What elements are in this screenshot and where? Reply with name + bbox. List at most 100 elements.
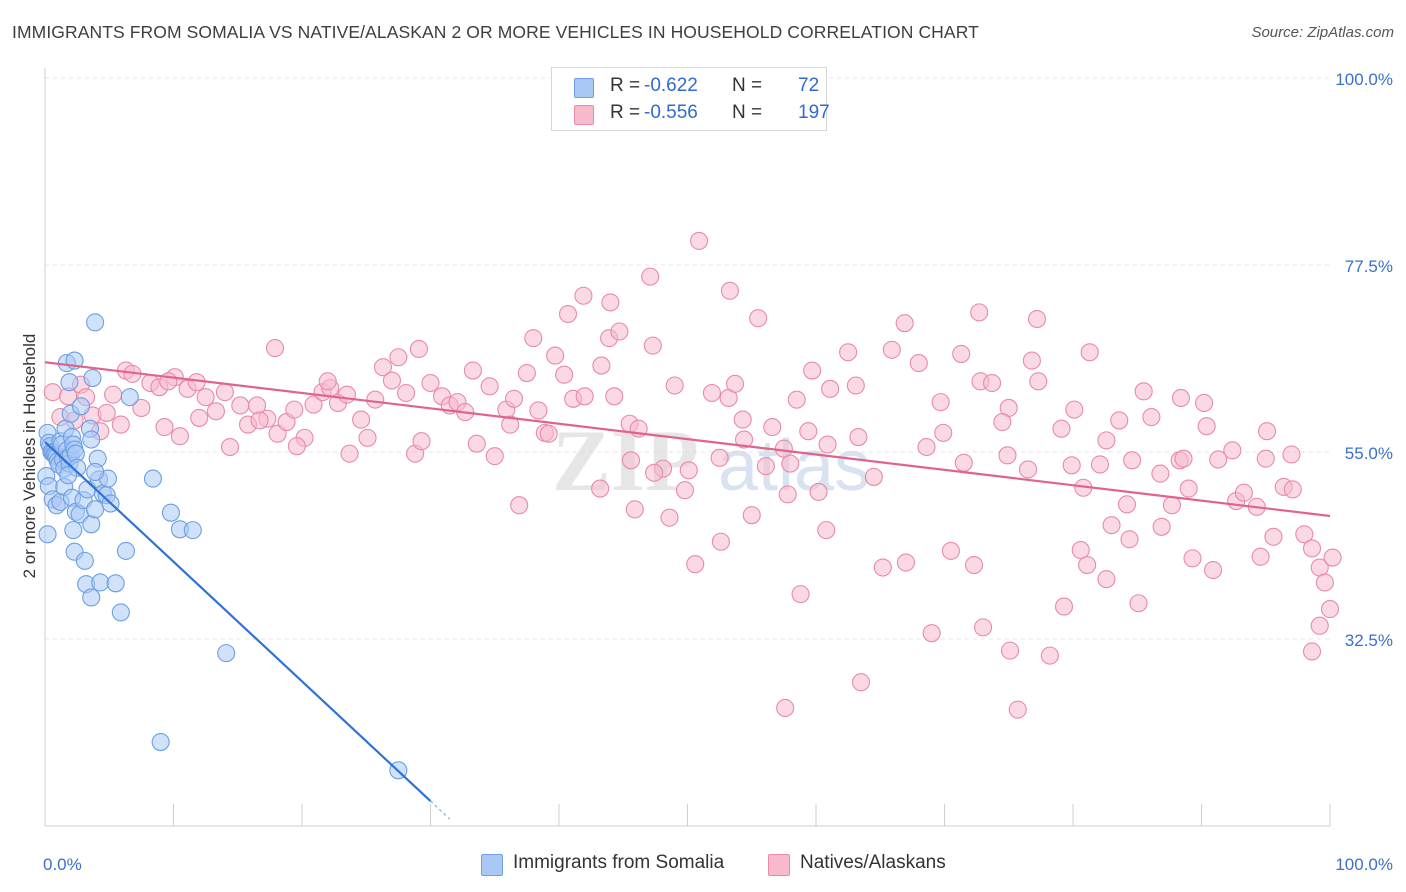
point-somalia (106, 574, 125, 593)
point-somalia (60, 373, 79, 392)
point-natives (1320, 600, 1340, 619)
point-somalia (75, 551, 94, 570)
point-natives (1151, 464, 1170, 483)
x-tick-label-max: 100.0% (1335, 855, 1393, 874)
point-natives (934, 423, 953, 442)
point-natives (373, 358, 393, 377)
point-somalia (82, 588, 101, 607)
point-natives (1251, 547, 1270, 566)
point-natives (558, 304, 578, 324)
point-natives (864, 467, 883, 486)
legend-r-value: -0.556 (644, 102, 698, 123)
point-natives (749, 309, 768, 328)
legend-swatch-somalia (574, 78, 594, 98)
point-natives (702, 383, 721, 403)
point-natives (1018, 460, 1038, 479)
point-natives (686, 555, 705, 574)
point-natives (725, 374, 745, 393)
point-natives (882, 340, 901, 359)
point-natives (954, 453, 973, 472)
point-natives (645, 463, 664, 482)
legend-n-label: N = (732, 75, 763, 96)
point-natives (1054, 597, 1074, 616)
point-natives (132, 398, 151, 418)
point-natives (1209, 450, 1228, 469)
legend-r-label: R = (610, 75, 641, 96)
point-natives (941, 541, 960, 560)
point-natives (539, 424, 558, 443)
point-natives (337, 385, 357, 404)
point-somalia (82, 430, 101, 449)
point-somalia (120, 388, 139, 407)
point-natives (1302, 642, 1322, 661)
point-natives (206, 402, 225, 421)
point-natives (710, 448, 729, 467)
point-natives (846, 376, 865, 395)
point-natives (952, 344, 971, 363)
point-natives (592, 356, 611, 375)
point-natives (1029, 372, 1048, 391)
point-natives (778, 485, 797, 504)
y-tick-label: 55.0% (1345, 444, 1393, 463)
point-natives (504, 389, 524, 408)
point-natives (756, 457, 775, 476)
point-somalia (143, 469, 162, 488)
point-somalia (217, 644, 236, 663)
point-natives (643, 336, 662, 355)
point-natives (803, 361, 822, 380)
trend-lines (44, 361, 1331, 820)
point-natives (809, 482, 828, 501)
point-natives (1183, 549, 1202, 568)
point-natives (849, 427, 868, 447)
trend-line-somalia (44, 441, 432, 802)
point-natives (231, 396, 250, 415)
point-natives (575, 387, 594, 406)
point-natives (215, 383, 234, 402)
point-natives (1257, 422, 1277, 441)
point-natives (524, 329, 543, 348)
point-natives (742, 506, 761, 525)
point-natives (973, 618, 993, 637)
point-natives (591, 479, 610, 498)
point-somalia (71, 397, 91, 416)
point-natives (382, 371, 402, 390)
point-natives (220, 437, 240, 457)
point-natives (250, 411, 269, 430)
point-natives (1117, 495, 1137, 514)
point-natives (720, 281, 739, 300)
tick-labels: 32.5% 55.0% 77.5% 100.0% 0.0% 100.0% (43, 70, 1393, 874)
point-natives (733, 410, 752, 429)
point-natives (1179, 479, 1198, 498)
point-natives (610, 322, 629, 341)
point-natives (409, 339, 428, 358)
point-somalia (59, 466, 78, 485)
point-somalia (111, 603, 130, 622)
legend-n-value: 197 (798, 102, 830, 123)
point-natives (605, 387, 624, 406)
point-natives (1197, 417, 1216, 436)
point-somalia (86, 462, 105, 481)
point-natives (931, 393, 950, 412)
point-natives (43, 383, 62, 402)
point-natives (734, 430, 754, 449)
point-natives (366, 390, 385, 409)
point-natives (574, 286, 593, 305)
point-natives (787, 390, 806, 409)
point-natives (1323, 548, 1342, 567)
y-tick-label: 100.0% (1335, 70, 1393, 89)
point-natives (1062, 456, 1081, 475)
point-natives (529, 401, 548, 420)
point-natives (1315, 573, 1334, 592)
point-natives (1295, 525, 1314, 544)
point-natives (196, 388, 215, 407)
point-natives (340, 444, 359, 463)
point-somalia (83, 368, 102, 388)
point-natives (665, 376, 684, 395)
point-natives (839, 343, 858, 362)
point-natives (501, 415, 520, 434)
bottom-legend-label-natives: Natives/Alaskans (800, 852, 946, 873)
point-natives (799, 422, 818, 441)
point-natives (965, 555, 984, 575)
point-natives (1129, 594, 1148, 613)
point-natives (679, 461, 698, 480)
